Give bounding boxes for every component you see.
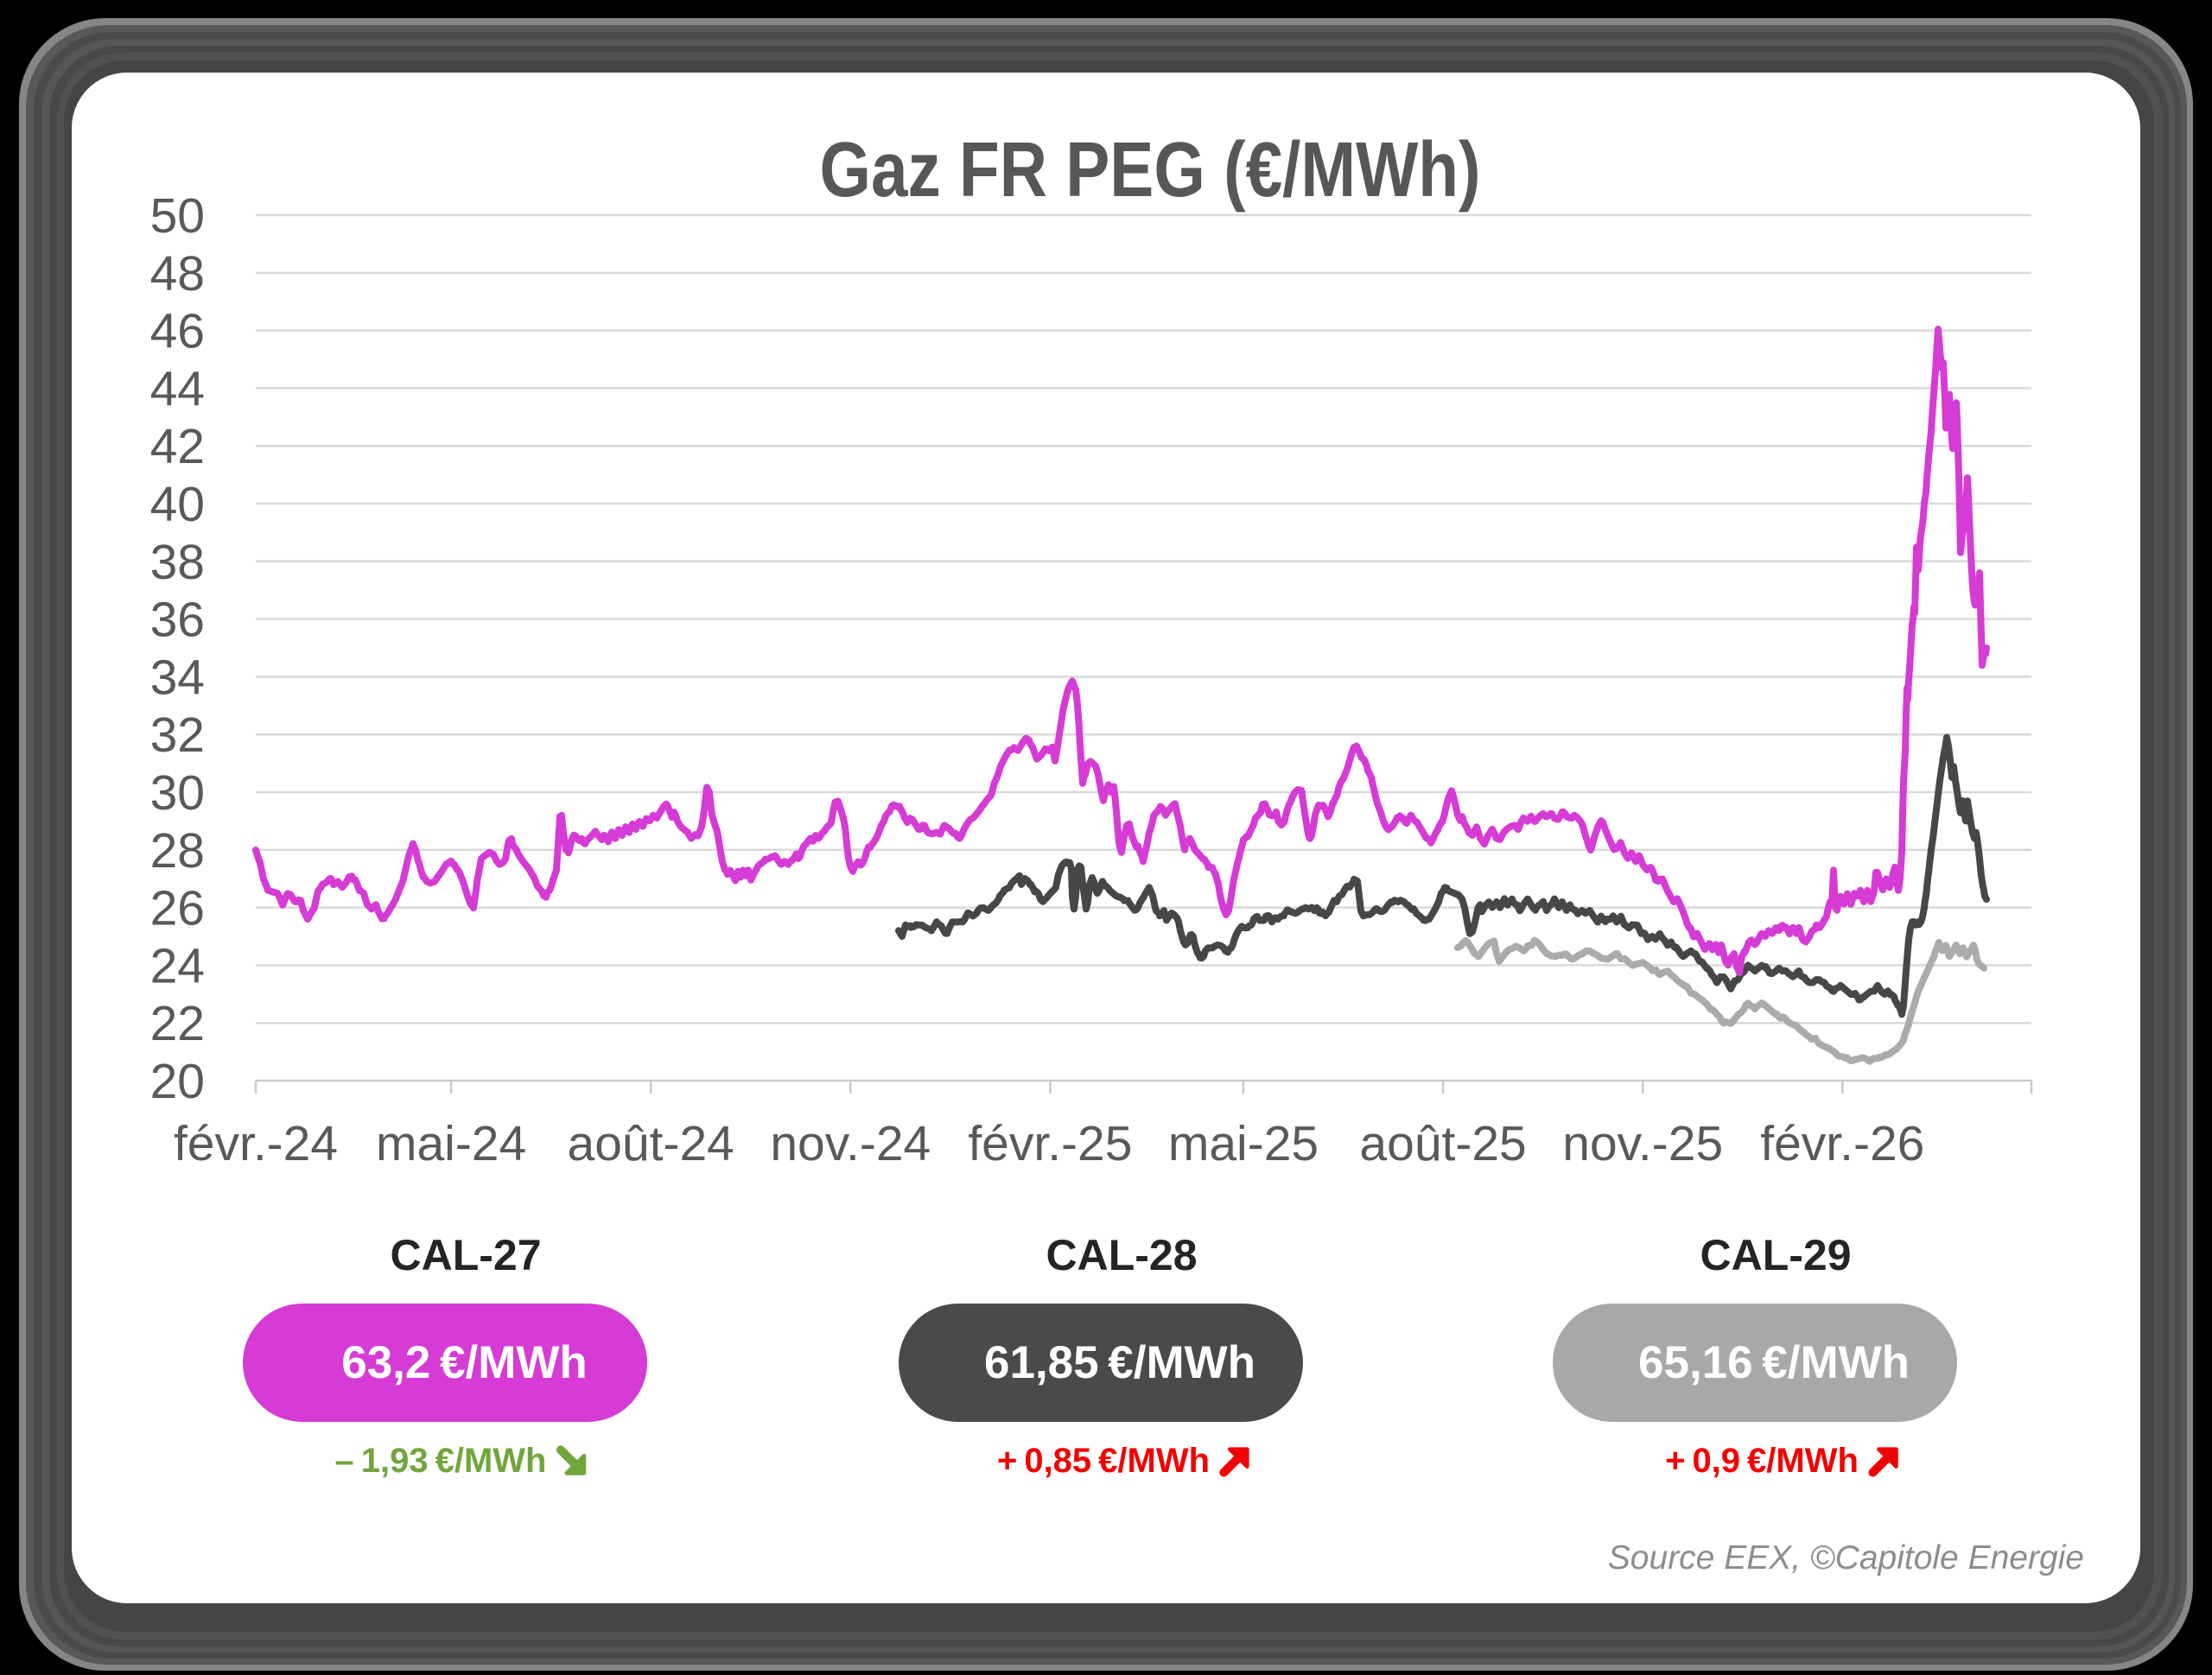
svg-text:50: 50 bbox=[150, 188, 205, 244]
svg-text:24: 24 bbox=[150, 938, 205, 993]
svg-text:28: 28 bbox=[150, 823, 205, 879]
svg-text:août-24: août-24 bbox=[568, 1116, 734, 1171]
svg-text:40: 40 bbox=[150, 477, 205, 532]
svg-text:22: 22 bbox=[150, 996, 205, 1051]
svg-text:46: 46 bbox=[150, 304, 205, 359]
svg-text:20: 20 bbox=[150, 1054, 205, 1109]
svg-text:34: 34 bbox=[150, 650, 205, 705]
svg-text:mai-24: mai-24 bbox=[376, 1116, 526, 1171]
svg-text:nov.-25: nov.-25 bbox=[1562, 1116, 1723, 1171]
svg-text:nov.-24: nov.-24 bbox=[770, 1116, 931, 1171]
svg-text:44: 44 bbox=[150, 361, 205, 416]
svg-text:févr.-24: févr.-24 bbox=[174, 1116, 338, 1171]
svg-text:42: 42 bbox=[150, 419, 205, 474]
svg-text:38: 38 bbox=[150, 535, 205, 590]
svg-text:26: 26 bbox=[150, 881, 205, 936]
svg-text:août-25: août-25 bbox=[1359, 1116, 1526, 1171]
svg-text:32: 32 bbox=[150, 707, 205, 763]
svg-text:mai-25: mai-25 bbox=[1168, 1116, 1319, 1171]
svg-text:févr.-26: févr.-26 bbox=[1760, 1116, 1924, 1171]
svg-text:48: 48 bbox=[150, 246, 205, 301]
svg-text:30: 30 bbox=[150, 765, 205, 821]
svg-text:févr.-25: févr.-25 bbox=[968, 1116, 1132, 1171]
svg-text:36: 36 bbox=[150, 593, 205, 648]
